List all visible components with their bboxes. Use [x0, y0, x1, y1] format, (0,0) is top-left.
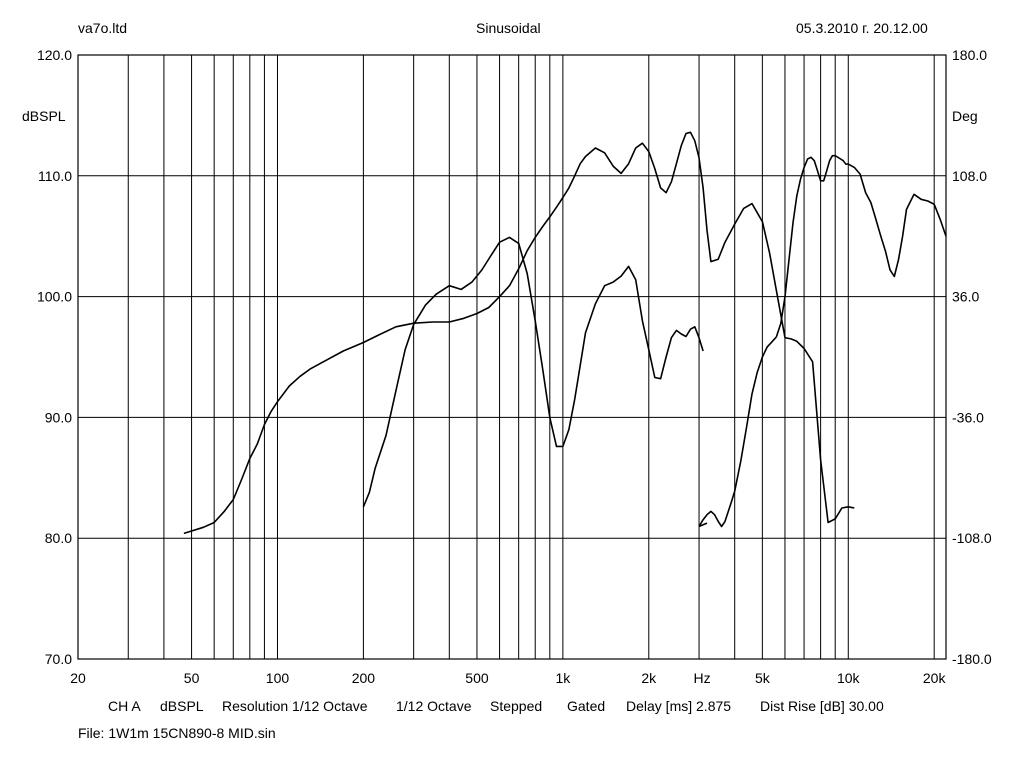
y-tick-label-left: 70.0: [45, 651, 72, 667]
header-right: 05.3.2010 г. 20.12.00: [796, 20, 928, 36]
x-tick-label: 10k: [837, 670, 861, 686]
footer-gating: Gated: [567, 698, 606, 714]
footer-resolution: Resolution 1/12 Octave: [222, 698, 368, 714]
y-tick-label-left: 90.0: [45, 409, 72, 425]
y-tick-label-left: 80.0: [45, 530, 72, 546]
y-tick-label-right: 108.0: [952, 168, 987, 184]
y-tick-label-right: -108.0: [952, 530, 992, 546]
footer-dist-rise: Dist Rise [dB] 30.00: [760, 698, 884, 714]
series-line-4: [698, 522, 708, 528]
y-tick-label-left: 100.0: [37, 289, 72, 305]
plot-frame: [77, 54, 947, 660]
footer-mode: Stepped: [490, 698, 543, 714]
footer-delay: Delay [ms] 2.875: [626, 698, 732, 714]
x-tick-label: 2k: [641, 670, 657, 686]
x-tick-label: 100: [266, 670, 290, 686]
footer-channel: CH A: [108, 698, 141, 714]
x-tick-label: 1k: [555, 670, 571, 686]
footer-unit: dBSPL: [160, 698, 204, 714]
x-axis-unit-label: Hz: [693, 670, 710, 686]
x-tick-label: 200: [352, 670, 376, 686]
header-left: va7o.ltd: [78, 20, 128, 36]
series-line-1: [183, 131, 855, 535]
series-line-3: [698, 154, 947, 528]
y-tick-label-left: 120.0: [37, 47, 72, 63]
y-axis-label-left: dBSPL: [22, 108, 66, 124]
x-tick-label: 20: [70, 670, 86, 686]
series-line-2: [362, 236, 704, 508]
x-tick-label: 20k: [923, 670, 947, 686]
y-tick-label-left: 110.0: [38, 168, 72, 184]
x-tick-label: 50: [184, 670, 200, 686]
y-tick-label-right: 36.0: [952, 289, 979, 305]
y-tick-label-right: 180.0: [952, 47, 987, 63]
header-center: Sinusoidal: [476, 20, 541, 36]
y-tick-label-right: -180.0: [952, 651, 992, 667]
x-tick-label: 5k: [755, 670, 771, 686]
y-axis-label-right: Deg: [952, 108, 978, 124]
footer-smoothing: 1/12 Octave: [396, 698, 472, 714]
x-tick-label: 500: [465, 670, 489, 686]
y-tick-label-right: -36.0: [952, 409, 984, 425]
footer-file: File: 1W1m 15CN890-8 MID.sin: [78, 725, 276, 741]
